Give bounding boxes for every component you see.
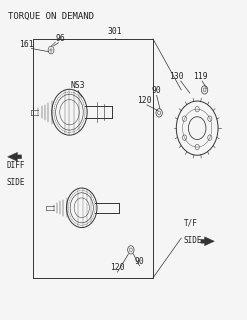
Text: 119: 119 (194, 72, 208, 81)
Polygon shape (8, 152, 21, 161)
Text: 90: 90 (152, 86, 162, 95)
Text: SIDE: SIDE (184, 236, 202, 245)
Text: 301: 301 (108, 27, 122, 36)
Polygon shape (201, 237, 214, 246)
Text: 130: 130 (169, 72, 184, 81)
Text: 120: 120 (137, 96, 152, 105)
Text: NS3: NS3 (71, 81, 85, 90)
Text: 120: 120 (110, 263, 125, 272)
Text: TORQUE ON DEMAND: TORQUE ON DEMAND (8, 12, 94, 21)
Text: T/F: T/F (184, 218, 198, 227)
Text: 161: 161 (19, 40, 34, 49)
Text: DIFF: DIFF (7, 161, 25, 170)
Text: 96: 96 (56, 34, 66, 43)
Text: SIDE: SIDE (7, 179, 25, 188)
Text: 90: 90 (135, 257, 144, 266)
